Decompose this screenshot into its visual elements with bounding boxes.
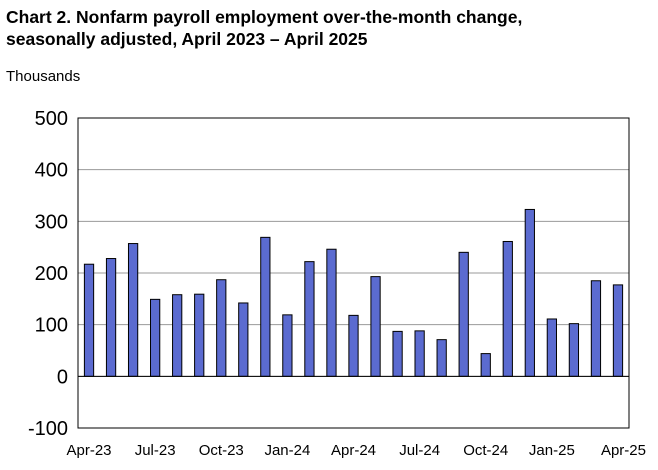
bar-Aug-24 [436, 339, 447, 377]
plot-frame [77, 117, 630, 429]
x-tick-label: Apr-24 [331, 442, 376, 459]
chart-title: Chart 2. Nonfarm payroll employment over… [6, 6, 652, 50]
y-tick-label: 200 [35, 263, 68, 285]
chart-title-line-1: Chart 2. Nonfarm payroll employment over… [6, 7, 523, 27]
bar-Sep-24 [458, 251, 469, 377]
bar-Nov-23 [238, 302, 249, 377]
y-tick-label: 100 [35, 315, 68, 337]
x-tick-label: Jul-24 [399, 442, 440, 459]
x-tick-label: Jul-23 [135, 442, 176, 459]
bar-Feb-24 [304, 261, 315, 377]
bar-Jul-24 [414, 330, 425, 377]
y-tick-label: 400 [35, 160, 68, 182]
bar-Sep-23 [194, 293, 205, 377]
x-tick-label: Apr-23 [67, 442, 112, 459]
bar-Jan-25 [546, 318, 557, 377]
bar-Oct-24 [480, 353, 491, 377]
y-axis-label: Thousands [6, 68, 81, 85]
bar-Oct-23 [216, 279, 227, 377]
bar-Feb-25 [568, 323, 580, 377]
x-tick-label: Jan-25 [529, 442, 575, 459]
y-tick-labels: 500 400 300 200 100 0 -100 [28, 108, 68, 440]
bar-Apr-23 [83, 263, 95, 377]
y-tick-label: 500 [35, 108, 68, 130]
x-tick-label: Oct-24 [463, 442, 508, 459]
bar-Jan-24 [282, 314, 293, 377]
bar-Mar-24 [326, 248, 337, 377]
bar-May-24 [370, 276, 381, 377]
bar-Mar-25 [590, 280, 602, 377]
bar-Apr-24 [348, 314, 359, 377]
x-tick-label: Apr-25 [601, 442, 646, 459]
bar-Jun-23 [127, 243, 139, 377]
bar-Nov-24 [502, 240, 513, 377]
bar-Jul-23 [150, 298, 161, 377]
x-tick-label: Oct-23 [199, 442, 244, 459]
chart-title-line-2: seasonally adjusted, April 2023 – April … [6, 29, 368, 49]
bar-Dec-24 [524, 208, 535, 377]
bars [83, 208, 624, 377]
y-tick-label: 300 [35, 211, 68, 233]
bar-May-23 [105, 258, 117, 377]
y-tick-label: -100 [28, 418, 68, 440]
bar-Apr-25 [612, 284, 624, 377]
bar-Jun-24 [392, 330, 403, 377]
x-tick-label: Jan-24 [264, 442, 310, 459]
x-tick-labels: Apr-23 Jul-23 Oct-23 Jan-24 Apr-24 Jul-24 Oct-… [67, 442, 646, 459]
bar-Aug-23 [172, 294, 183, 377]
bar-Dec-23 [260, 236, 271, 377]
y-tick-label: 0 [57, 366, 68, 388]
